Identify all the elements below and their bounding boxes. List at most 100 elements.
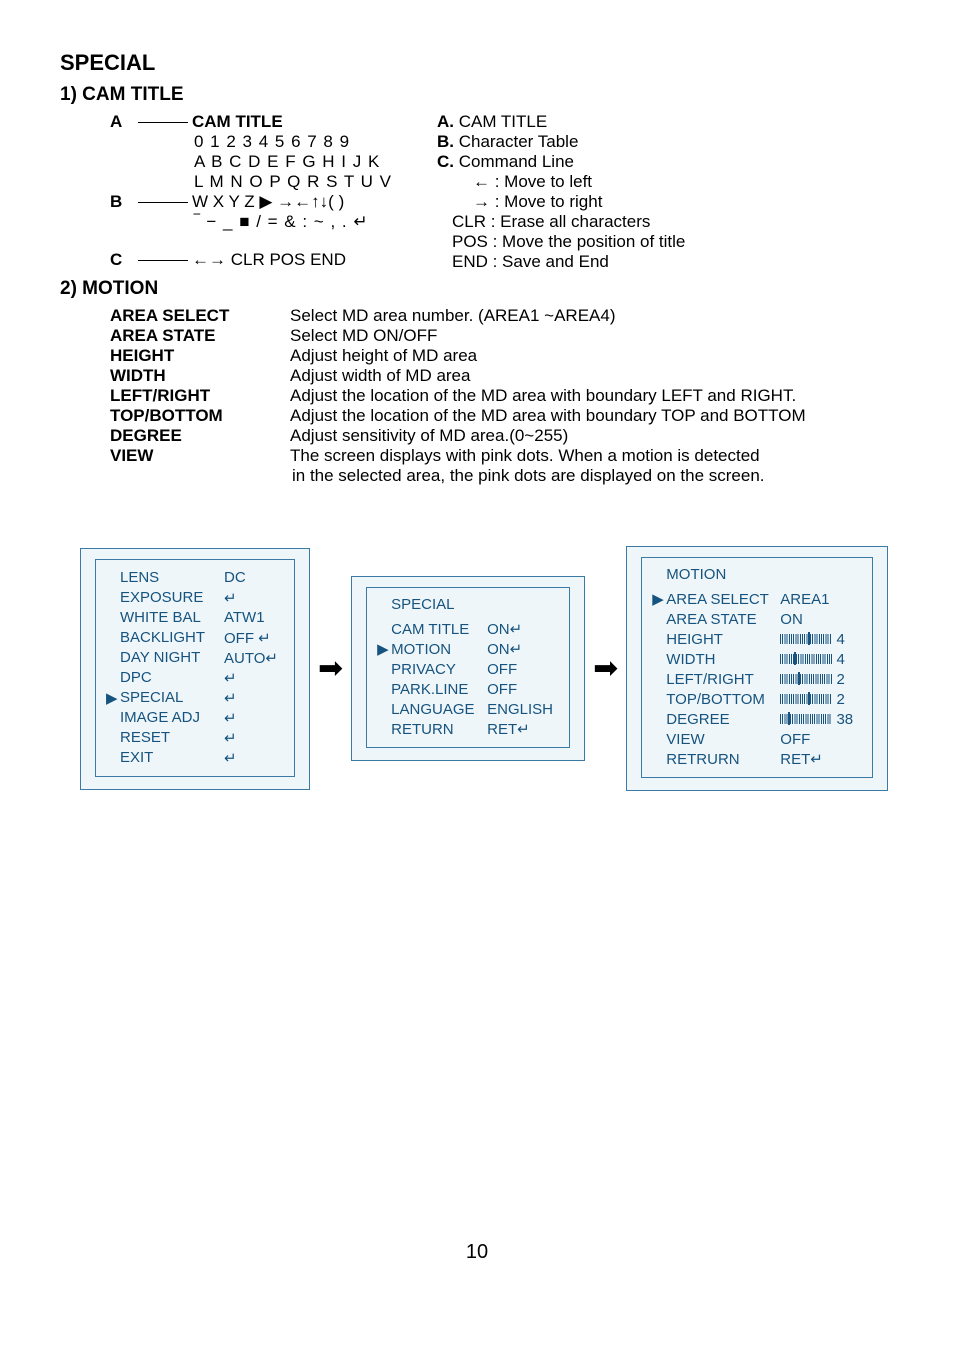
menu-item[interactable]: VIEWOFF xyxy=(652,729,862,749)
menu-item-value: ↵ xyxy=(224,669,284,687)
menu-item[interactable]: EXPOSURE↵ xyxy=(106,588,284,608)
arrow-icon: ➡ xyxy=(316,651,345,686)
menu-item[interactable]: EXIT↵ xyxy=(106,748,284,768)
motion-label: AREA SELECT xyxy=(110,306,290,326)
motion-label: LEFT/RIGHT xyxy=(110,386,290,406)
menu-item[interactable]: BACKLIGHTOFF ↵ xyxy=(106,628,284,648)
menu-item-label: LEFT/RIGHT xyxy=(666,671,780,688)
cmd-pos: POS : Move the position of title xyxy=(452,232,685,252)
section-heading: SPECIAL xyxy=(60,50,894,76)
menu-item[interactable]: WHITE BALATW1 xyxy=(106,608,284,628)
menu-item[interactable]: CAM TITLEON↵ xyxy=(377,619,559,639)
menu-item[interactable]: LENSDC xyxy=(106,568,284,588)
menu-item-label: SPECIAL xyxy=(120,689,224,706)
menu-item-value: 38 xyxy=(780,711,862,728)
menu-flow: LENSDCEXPOSURE↵WHITE BALATW1BACKLIGHTOFF… xyxy=(80,546,894,791)
char-row-3: L M N O P Q R S T U V xyxy=(194,172,392,192)
menu-item[interactable]: DAY NIGHTAUTO↵ xyxy=(106,648,284,668)
menu-item-label: DEGREE xyxy=(666,711,780,728)
menu-item[interactable]: ▶MOTIONON↵ xyxy=(377,639,559,659)
menu-item-label: LENS xyxy=(120,569,224,586)
menu-item-value: AREA1 xyxy=(780,591,862,608)
menu-inner-1: LENSDCEXPOSURE↵WHITE BALATW1BACKLIGHTOFF… xyxy=(95,559,295,777)
motion-desc: Select MD ON/OFF xyxy=(290,326,437,346)
menu-item-value: RET↵ xyxy=(487,720,559,738)
menu-item-label: AREA SELECT xyxy=(666,591,780,608)
legend-B-text: Character Table xyxy=(454,132,578,151)
camtitle-block: A CAM TITLE 0 1 2 3 4 5 6 7 8 9 A B C D … xyxy=(110,112,894,272)
legend-A: A. xyxy=(437,112,454,131)
label-A: A xyxy=(110,112,134,132)
menu-item-value: RET↵ xyxy=(780,750,862,768)
menu-item-label: EXPOSURE xyxy=(120,589,224,606)
menu-item-value: 4 xyxy=(780,631,862,648)
menu-title: SPECIAL xyxy=(391,596,559,613)
menu-item-label: MOTION xyxy=(391,641,487,658)
menu-box-3: MOTION▶AREA SELECTAREA1AREA STATEONHEIGH… xyxy=(626,546,888,791)
menu-item-value: ↵ xyxy=(224,689,284,707)
menu-item[interactable]: LEFT/RIGHT 2 xyxy=(652,669,862,689)
motion-label: DEGREE xyxy=(110,426,290,446)
cmd-clr: CLR : Erase all characters xyxy=(452,212,685,232)
menu-item-value: OFF xyxy=(487,661,559,678)
subheading-camtitle: 1) CAM TITLE xyxy=(60,84,894,106)
menu-marker-icon: ▶ xyxy=(106,689,120,707)
menu-item[interactable]: ▶AREA SELECTAREA1 xyxy=(652,589,862,609)
menu-item[interactable]: ▶SPECIAL↵ xyxy=(106,688,284,708)
menu-item[interactable]: DEGREE 38 xyxy=(652,709,862,729)
label-C: C xyxy=(110,250,134,270)
menu-item-value: ↵ xyxy=(224,709,284,727)
motion-desc-cont: in the selected area, the pink dots are … xyxy=(292,466,894,486)
camtitle-label: CAM TITLE xyxy=(192,112,283,132)
menu-item-label: DPC xyxy=(120,669,224,686)
menu-item-label: LANGUAGE xyxy=(391,701,487,718)
menu-item-value: ENGLISH xyxy=(487,701,559,718)
menu-item-label: WIDTH xyxy=(666,651,780,668)
menu-item-value: ↵ xyxy=(224,749,284,767)
menu-item-value: 4 xyxy=(780,651,862,668)
menu-item[interactable]: RESET↵ xyxy=(106,728,284,748)
menu-item[interactable]: RETURNRET↵ xyxy=(377,719,559,739)
legend-C-text: Command Line xyxy=(454,152,574,171)
menu-item-value: OFF ↵ xyxy=(224,629,284,647)
motion-label: VIEW xyxy=(110,446,290,466)
menu-item-value: ON↵ xyxy=(487,640,559,658)
motion-desc: Adjust height of MD area xyxy=(290,346,477,366)
menu-item-value: ATW1 xyxy=(224,609,284,626)
motion-desc: Adjust the location of the MD area with … xyxy=(290,386,796,406)
menu-item[interactable]: DPC↵ xyxy=(106,668,284,688)
legend-A-text: CAM TITLE xyxy=(454,112,547,131)
char-row-5: ‾ − _ ■ / = & : ~ , . ↵ xyxy=(194,212,392,232)
menu-item[interactable]: TOP/BOTTOM 2 xyxy=(652,689,862,709)
menu-item-value: ↵ xyxy=(224,729,284,747)
menu-box-1: LENSDCEXPOSURE↵WHITE BALATW1BACKLIGHTOFF… xyxy=(80,548,310,790)
menu-item-value: DC xyxy=(224,569,284,586)
menu-item[interactable]: IMAGE ADJ↵ xyxy=(106,708,284,728)
menu-item-value: OFF xyxy=(487,681,559,698)
page-number: 10 xyxy=(60,1241,894,1264)
menu-marker-icon: ▶ xyxy=(377,640,391,658)
menu-item-label: EXIT xyxy=(120,749,224,766)
menu-item-value: AUTO↵ xyxy=(224,649,284,667)
menu-item-label: CAM TITLE xyxy=(391,621,487,638)
menu-item[interactable]: PRIVACYOFF xyxy=(377,659,559,679)
menu-item-label: TOP/BOTTOM xyxy=(666,691,780,708)
menu-item-label: RETRURN xyxy=(666,751,780,768)
menu-item[interactable]: AREA STATEON xyxy=(652,609,862,629)
menu-marker-icon: ▶ xyxy=(652,590,666,608)
menu-item[interactable]: PARK.LINEOFF xyxy=(377,679,559,699)
menu-item[interactable]: RETRURNRET↵ xyxy=(652,749,862,769)
menu-item[interactable]: HEIGHT 4 xyxy=(652,629,862,649)
dash-c xyxy=(138,260,188,261)
menu-item[interactable]: WIDTH 4 xyxy=(652,649,862,669)
menu-inner-2: SPECIAL CAM TITLEON↵▶MOTIONON↵PRIVACYOFFP… xyxy=(366,587,570,748)
motion-desc: Adjust sensitivity of MD area.(0~255) xyxy=(290,426,568,446)
menu-item-label: WHITE BAL xyxy=(120,609,224,626)
menu-item[interactable]: LANGUAGEENGLISH xyxy=(377,699,559,719)
menu-item-value: ↵ xyxy=(224,589,284,607)
menu-item-label: RESET xyxy=(120,729,224,746)
motion-desc: The screen displays with pink dots. When… xyxy=(290,446,760,466)
dash-b xyxy=(138,202,188,203)
motion-label: TOP/BOTTOM xyxy=(110,406,290,426)
menu-item-label: BACKLIGHT xyxy=(120,629,224,646)
